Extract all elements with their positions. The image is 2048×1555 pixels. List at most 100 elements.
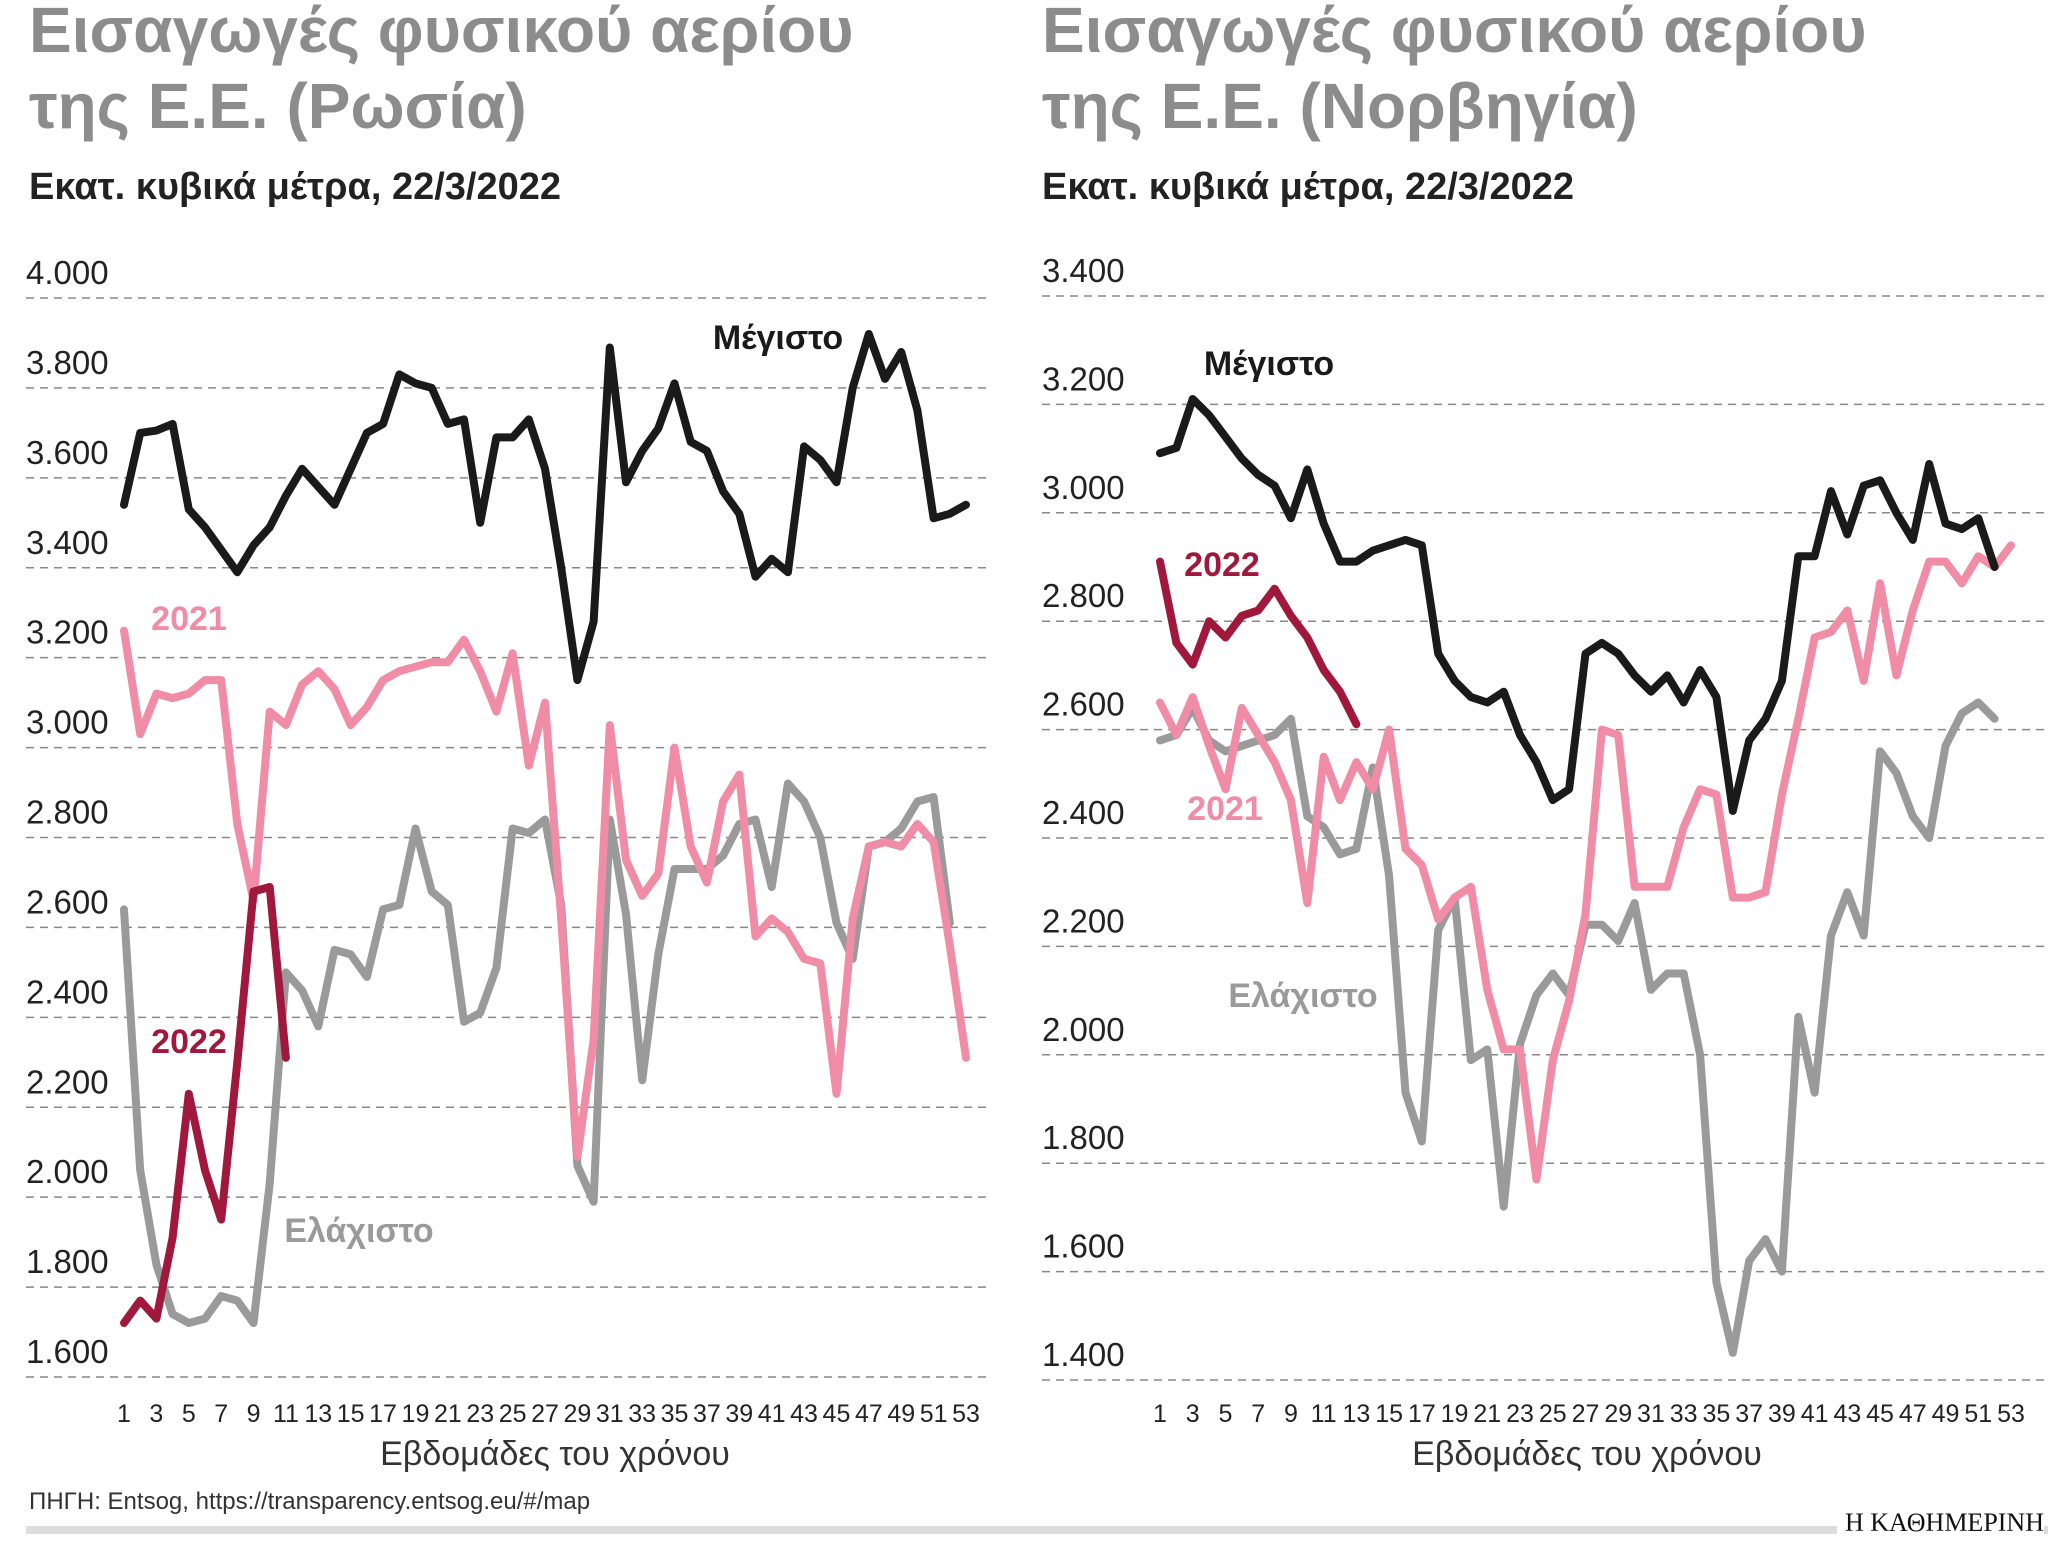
x-tick-label: 41 [758,1400,786,1428]
series-line [120,779,954,1327]
x-tick-label: 43 [790,1400,818,1428]
y-tick-label: 4.000 [26,254,109,291]
x-tick-label: 9 [1284,1400,1298,1428]
x-tick-label: 5 [182,1400,196,1428]
x-tick-label: 7 [1251,1400,1265,1428]
x-tick-label: 17 [369,1400,397,1428]
x-tick-label: 19 [1441,1400,1469,1428]
chart-subtitle: Εκατ. κυβικά μέτρα, 22/3/2022 [1042,166,1574,208]
series-label: 2022 [1184,546,1260,584]
chart-title: Εισαγωγές φυσικού αερίου της Ε.Ε. (Νορβη… [1042,0,1867,142]
x-tick-label: 35 [661,1400,689,1428]
x-tick-label: 3 [149,1400,163,1428]
x-tick-label: 1 [1153,1400,1167,1428]
x-tick-label: 43 [1833,1400,1861,1428]
y-tick-label: 2.800 [1042,577,1125,614]
x-tick-label: 15 [1375,1400,1403,1428]
y-tick-label: 1.800 [26,1243,109,1280]
y-tick-label: 3.200 [1042,360,1125,397]
x-tick-label: 21 [1473,1400,1501,1428]
x-tick-label: 23 [466,1400,494,1428]
x-tick-label: 3 [1186,1400,1200,1428]
x-tick-label: 35 [1703,1400,1731,1428]
y-tick-label: 2.000 [26,1153,109,1190]
series-label: Ελάχιστο [1228,977,1377,1015]
series-label: 2021 [151,600,227,638]
x-tick-label: 9 [247,1400,261,1428]
x-tick-label: 11 [1311,1400,1337,1428]
x-tick-label: 19 [402,1400,430,1428]
y-tick-label: 1.600 [26,1333,109,1370]
brand: Η ΚΑΘΗΜΕΡΙΝΗ [1837,1508,2044,1538]
footer-bar [26,1526,2048,1534]
x-tick-label: 41 [1801,1400,1829,1428]
chart-title: Εισαγωγές φυσικού αερίου της Ε.Ε. (Ρωσία… [29,0,854,142]
x-tick-label: 45 [823,1400,851,1428]
x-tick-label: 53 [952,1400,980,1428]
series-line [1156,541,2015,1184]
y-tick-label: 2.200 [26,1063,109,1100]
y-tick-label: 3.200 [26,614,109,651]
x-tick-label: 37 [693,1400,721,1428]
series-label: 2021 [1187,790,1263,828]
series-label: Ελάχιστο [284,1212,433,1250]
x-axis-label: Εβδομάδες του χρόνου [1412,1435,1762,1473]
y-tick-label: 2.600 [26,883,109,920]
x-tick-label: 49 [887,1400,915,1428]
x-tick-label: 31 [1637,1400,1665,1428]
x-tick-label: 27 [1572,1400,1600,1428]
x-tick-label: 47 [1899,1400,1927,1428]
y-tick-label: 3.800 [26,344,109,381]
series-label: Μέγιστο [713,319,843,357]
series-label: Μέγιστο [1204,345,1334,383]
series-line [120,330,970,685]
x-tick-label: 51 [1964,1400,1992,1428]
x-tick-label: 29 [1604,1400,1632,1428]
chart-subtitle: Εκατ. κυβικά μέτρα, 22/3/2022 [29,166,561,208]
x-tick-label: 13 [304,1400,332,1428]
x-tick-label: 51 [920,1400,948,1428]
x-axis-label: Εβδομάδες του χρόνου [380,1435,730,1473]
series-line [120,883,290,1327]
x-tick-label: 29 [563,1400,591,1428]
x-tick-label: 37 [1735,1400,1763,1428]
y-tick-label: 3.400 [1042,252,1125,289]
x-tick-label: 33 [1670,1400,1698,1428]
x-tick-label: 15 [337,1400,365,1428]
y-tick-label: 2.800 [26,794,109,831]
x-tick-label: 13 [1342,1400,1370,1428]
y-tick-label: 2.400 [26,973,109,1010]
y-tick-label: 3.400 [26,524,109,561]
y-tick-label: 2.400 [1042,794,1125,831]
x-tick-label: 39 [1768,1400,1796,1428]
y-tick-label: 3.000 [1042,469,1125,506]
y-tick-label: 2.000 [1042,1011,1125,1048]
y-tick-label: 1.800 [1042,1119,1125,1156]
x-tick-label: 17 [1408,1400,1436,1428]
x-tick-label: 49 [1932,1400,1960,1428]
x-tick-label: 39 [725,1400,753,1428]
series-line [1156,698,1999,1357]
source: ΠΗΓΗ: Entsog, https://transparency.entso… [29,1488,591,1515]
x-tick-label: 11 [273,1400,299,1428]
x-tick-label: 7 [214,1400,228,1428]
x-tick-label: 25 [1539,1400,1567,1428]
y-tick-label: 3.600 [26,434,109,471]
x-tick-label: 31 [596,1400,624,1428]
y-tick-label: 1.400 [1042,1336,1125,1373]
y-tick-label: 2.600 [1042,686,1125,723]
x-tick-label: 47 [855,1400,883,1428]
x-tick-label: 27 [531,1400,559,1428]
series-line [1156,557,1361,729]
y-tick-label: 2.200 [1042,902,1125,939]
x-tick-label: 33 [628,1400,656,1428]
series-line [120,626,970,1161]
series-label: 2022 [151,1023,227,1061]
x-tick-label: 45 [1866,1400,1894,1428]
x-tick-label: 1 [117,1400,131,1428]
y-tick-label: 1.600 [1042,1228,1125,1265]
x-tick-label: 53 [1997,1400,2025,1428]
series-line [1156,395,1999,815]
